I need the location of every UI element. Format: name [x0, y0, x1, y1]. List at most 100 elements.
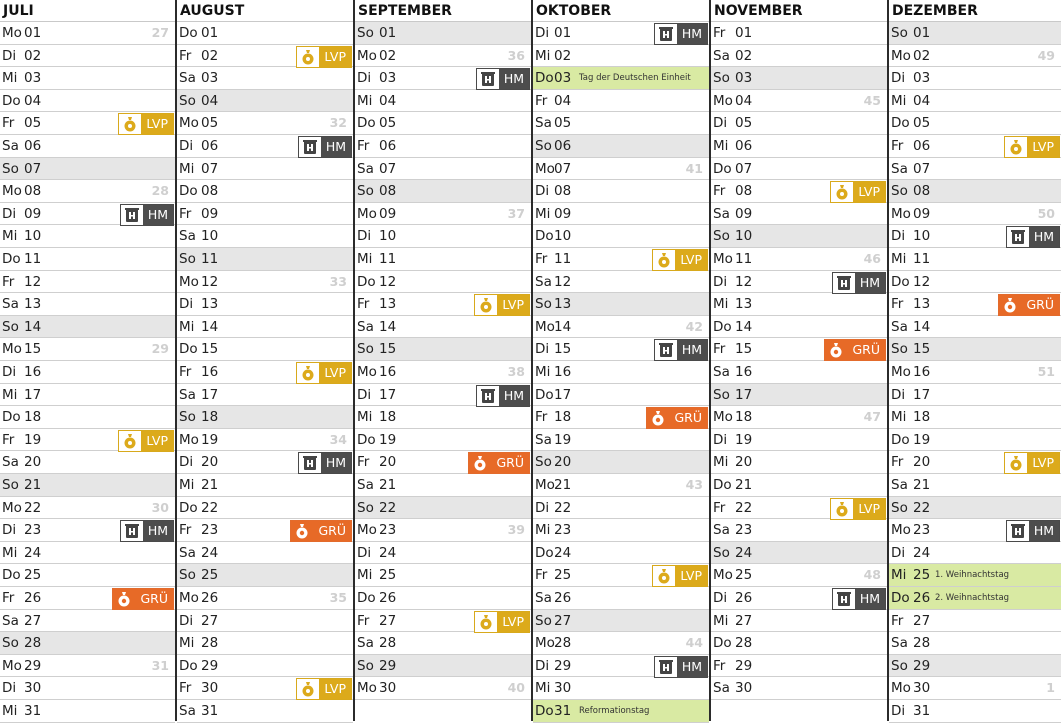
day-number: 21 — [735, 477, 753, 493]
week-number: 40 — [507, 680, 525, 696]
day-row: Fr 12 — [0, 271, 175, 294]
pickup-label: LVP — [853, 182, 885, 203]
day-row: So 11 — [177, 248, 353, 271]
day-number: 26 — [554, 590, 572, 606]
weekday-label: Mi — [535, 205, 551, 222]
weekday-label: Fr — [713, 183, 726, 200]
day-number: 04 — [554, 92, 572, 109]
week-number: 30 — [151, 499, 169, 515]
day-number: 09 — [554, 205, 572, 222]
day-number: 09 — [379, 205, 397, 222]
day-row: Mo 18 47 — [711, 406, 887, 429]
yellow-bag-icon — [297, 363, 320, 383]
weekday-label: Di — [713, 590, 728, 606]
day-number: 14 — [379, 318, 397, 335]
day-row: Mi 16 — [533, 361, 709, 384]
day-row: So 03 — [711, 67, 887, 90]
day-row: Do 03 Tag der Deutschen Einheit — [533, 67, 709, 90]
day-row: Di 31 — [889, 700, 1061, 723]
day-row: Mo 09 50 — [889, 203, 1061, 226]
day-row: Di 02 — [0, 45, 175, 68]
day-number: 23 — [379, 522, 397, 539]
weekday-label: Fr — [535, 409, 548, 426]
weekday-label: Fr — [357, 138, 370, 154]
day-row: Mi 17 — [0, 384, 175, 407]
week-number: 49 — [1037, 47, 1055, 63]
week-number: 28 — [151, 183, 169, 199]
day-row: Do 04 — [0, 90, 175, 113]
weekday-label: Sa — [2, 138, 19, 154]
week-number: 1 — [1046, 680, 1055, 696]
day-row: Do 19 — [889, 429, 1061, 452]
weekday-label: Do — [2, 251, 21, 267]
day-row: Sa 10 — [177, 225, 353, 248]
weekday-label: Mi — [535, 680, 551, 697]
day-row: Sa 05 — [533, 112, 709, 135]
day-number: 27 — [379, 612, 397, 629]
day-row: Sa 03 — [177, 67, 353, 90]
pickup-tag-lvp: LVP — [296, 45, 352, 68]
day-number: 25 — [554, 567, 572, 584]
day-number: 22 — [735, 499, 753, 516]
day-number: 07 — [379, 160, 397, 177]
day-row: Do 17 — [533, 384, 709, 407]
weekday-label: Fr — [2, 273, 15, 290]
pickup-label: LVP — [497, 611, 529, 632]
day-row: Fr 18 GRÜ — [533, 406, 709, 430]
pickup-label: GRÜ — [669, 408, 707, 429]
day-number: 13 — [201, 296, 219, 313]
pickup-tag-hm: HM — [653, 655, 708, 678]
trash-bin-icon — [654, 24, 677, 44]
day-number: 17 — [735, 386, 753, 403]
day-row: Do 11 — [0, 248, 175, 271]
day-row: Sa 09 — [711, 203, 887, 226]
day-row: Do 12 — [355, 271, 531, 294]
day-number: 07 — [913, 160, 931, 177]
week-number: 50 — [1037, 205, 1055, 221]
day-number: 30 — [379, 680, 397, 697]
day-number: 11 — [379, 251, 397, 267]
day-row: Di 10 HM — [889, 225, 1061, 249]
pickup-label: LVP — [319, 679, 351, 700]
day-row: Do 25 — [0, 564, 175, 587]
pickup-tag-lvp: LVP — [474, 610, 530, 633]
day-row: Di 29 HM — [533, 655, 709, 678]
day-number: 20 — [913, 454, 931, 471]
day-row: Di 26 HM — [711, 587, 887, 610]
weekday-label: Di — [2, 364, 17, 380]
week-number: 36 — [507, 47, 525, 63]
day-number: 09 — [201, 205, 219, 222]
pickup-tag-hm: HM — [475, 68, 530, 91]
day-number: 28 — [379, 635, 397, 652]
weekday-label: Do — [891, 431, 910, 448]
day-row: Di 27 — [177, 610, 353, 633]
day-row: Sa 31 — [177, 700, 353, 723]
day-number: 19 — [379, 431, 397, 448]
weekday-label: Do — [357, 115, 376, 132]
weekday-label: Sa — [357, 635, 374, 652]
day-number: 16 — [379, 364, 397, 380]
day-row: So 25 — [177, 564, 353, 587]
weekday-label: So — [2, 318, 19, 335]
day-row: Mo 28 44 — [533, 632, 709, 655]
day-row: Sa 27 — [0, 610, 175, 633]
day-number: 20 — [554, 454, 572, 471]
day-number: 22 — [201, 499, 219, 516]
weekday-label: Mi — [713, 454, 729, 471]
pickup-label: HM — [320, 137, 351, 157]
weekday-label: Di — [2, 522, 17, 539]
day-row: Mo 02 36 — [355, 45, 531, 68]
day-row: Di 01 HM — [533, 22, 709, 45]
day-number: 07 — [735, 160, 753, 177]
day-row: Do 31 Reformationstag — [533, 700, 709, 723]
weekday-label: Do — [357, 273, 376, 290]
day-row: Mo 15 29 — [0, 338, 175, 361]
day-row: Fr 20 GRÜ — [355, 451, 531, 475]
day-row: Do 26 2. Weihnachtstag — [889, 587, 1061, 610]
day-number: 06 — [735, 138, 753, 154]
day-row: Mi 28 — [177, 632, 353, 655]
day-row: Mi 04 — [355, 90, 531, 113]
weekday-label: So — [357, 25, 374, 41]
weekday-label: Do — [891, 115, 910, 132]
weekday-label: Fr — [535, 567, 548, 584]
